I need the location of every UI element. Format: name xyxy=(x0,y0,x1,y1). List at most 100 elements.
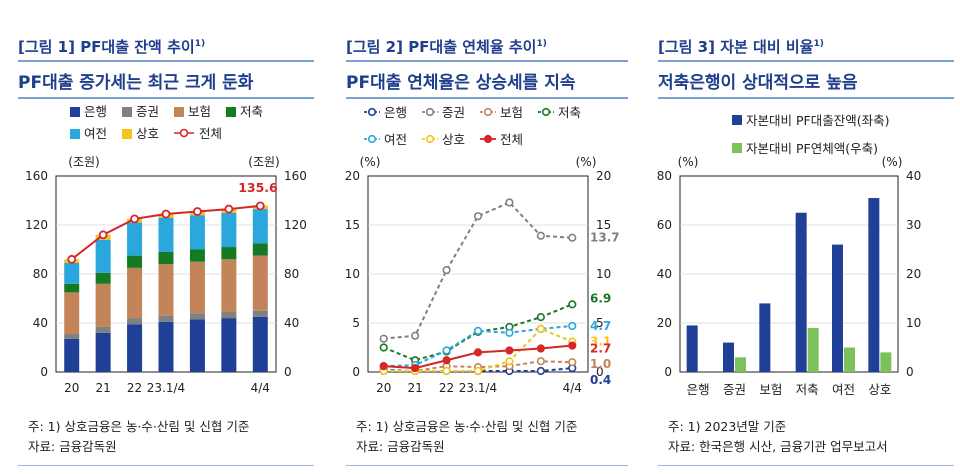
bar-여전 xyxy=(64,262,80,284)
y-tick-label-left: 20 xyxy=(345,169,360,183)
panel-pf-loan-balance: [그림 1] PF대출 잔액 추이1) PF대출 증가세는 최근 크게 둔화 은… xyxy=(0,0,320,474)
point-상호 xyxy=(473,366,483,376)
legend-marker-total xyxy=(179,128,189,138)
legend-marker-1 xyxy=(367,107,377,117)
bar-보험 xyxy=(189,261,205,314)
legend-marker-2 xyxy=(425,107,435,117)
legend-swatch-left-axis xyxy=(732,115,742,125)
legend-label: 은행 xyxy=(84,104,107,119)
figure-2-footnote-mark: 1) xyxy=(536,39,547,49)
bar-여전 xyxy=(158,217,174,252)
bar-capital-pf-delinquent xyxy=(807,327,819,372)
y-tick-label-right: 0 xyxy=(596,365,604,379)
y-tick-label-right: 40 xyxy=(284,316,299,330)
point-전체 xyxy=(411,363,420,373)
legend-label: 저축 xyxy=(558,105,581,120)
point-여전 xyxy=(442,346,451,355)
bar-은행 xyxy=(95,332,111,372)
x-tick-label: 여전 xyxy=(832,382,855,397)
legend-label: 자본대비 PF연체액(우축) xyxy=(746,141,878,156)
x-tick-label: 20 xyxy=(64,381,79,395)
figure-2-label: [그림 2] PF대출 연체율 추이 xyxy=(346,38,537,56)
x-tick-label: 4/4 xyxy=(251,381,270,395)
bar-증권 xyxy=(127,318,143,325)
bar-저축 xyxy=(64,283,80,293)
bar-capital-pf-loan xyxy=(759,303,771,372)
bar-저축 xyxy=(252,243,268,256)
end-label-증권: 13.7 xyxy=(590,231,620,245)
data-label-total-latest: 135.6 xyxy=(238,180,278,195)
divider xyxy=(18,465,314,466)
y-tick-label-left: 15 xyxy=(345,218,360,232)
bar-capital-pf-delinquent xyxy=(735,357,746,372)
bar-증권 xyxy=(95,326,111,333)
y-tick-label-right: 5 xyxy=(596,316,604,330)
chart-source: 자료: 한국은행 시산, 금융기관 업무보고서 xyxy=(668,439,888,454)
point-전체 xyxy=(505,346,514,355)
y-axis-unit-right: (%) xyxy=(882,155,903,169)
bar-저축 xyxy=(127,255,143,268)
bar-은행 xyxy=(221,318,237,372)
y-tick-label-left: 60 xyxy=(657,218,672,232)
x-tick-label: 20 xyxy=(376,381,391,395)
figure-1-label: [그림 1] PF대출 잔액 추이 xyxy=(18,38,195,56)
bar-보험 xyxy=(95,283,111,327)
y-tick-label-left: 0 xyxy=(40,365,48,379)
divider xyxy=(346,60,628,62)
legend-swatch-1 xyxy=(70,107,80,117)
y-axis-unit-left: (조원) xyxy=(68,155,99,169)
figure-3-subtitle: 저축은행이 상대적으로 높음 xyxy=(658,73,858,93)
bar-보험 xyxy=(252,255,268,311)
legend-marker-5 xyxy=(367,134,377,144)
point-전체 xyxy=(442,356,451,365)
x-tick-label: 23.1/4 xyxy=(147,381,185,395)
y-tick-label-left: 40 xyxy=(657,267,672,281)
point-저축 xyxy=(379,343,388,352)
y-tick-label-right: 20 xyxy=(596,169,611,183)
y-tick-label-right: 120 xyxy=(284,218,307,232)
legend-label: 여전 xyxy=(84,126,107,141)
end-label-상호: 3.1 xyxy=(590,335,611,349)
x-tick-label: 23.1/4 xyxy=(459,381,497,395)
bar-증권 xyxy=(64,334,80,339)
bar-저축 xyxy=(189,249,205,262)
bar-여전 xyxy=(252,209,268,244)
x-tick-label: 4/4 xyxy=(563,381,582,395)
bar-보험 xyxy=(158,264,174,316)
legend-label: 보험 xyxy=(188,104,211,119)
legend-marker-3 xyxy=(483,107,493,117)
bar-capital-pf-loan xyxy=(795,212,807,372)
y-axis-unit-left: (%) xyxy=(678,155,699,169)
bar-은행 xyxy=(127,324,143,372)
divider xyxy=(18,97,314,99)
point-증권 xyxy=(442,265,451,275)
bar-보험 xyxy=(221,259,237,312)
y-tick-label-left: 0 xyxy=(664,365,672,379)
point-증권 xyxy=(536,231,545,240)
divider xyxy=(658,97,954,99)
point-보험 xyxy=(568,358,577,367)
point-증권 xyxy=(411,331,420,340)
bar-capital-pf-loan xyxy=(832,244,843,372)
legend-label: 보험 xyxy=(500,105,523,120)
chart-note: 주: 1) 상호금융은 농·수·산림 및 신협 기준 xyxy=(28,419,250,434)
end-label-저축: 6.9 xyxy=(590,291,611,305)
point-total xyxy=(130,214,139,224)
bar-증권 xyxy=(221,311,237,319)
point-증권 xyxy=(379,334,388,343)
y-axis-unit-right: (조원) xyxy=(248,155,279,169)
y-axis-unit-left: (%) xyxy=(360,155,381,169)
y-tick-label-right: 40 xyxy=(906,169,921,183)
y-tick-label-left: 40 xyxy=(33,316,48,330)
bar-capital-pf-loan xyxy=(686,325,698,372)
y-tick-label-right: 160 xyxy=(284,169,307,183)
point-여전 xyxy=(505,328,514,337)
legend-label: 자본대비 PF대출잔액(좌축) xyxy=(746,113,889,128)
bar-capital-pf-loan xyxy=(868,198,880,372)
bar-보험 xyxy=(127,267,143,319)
point-보험 xyxy=(536,357,545,366)
legend-swatch-right-axis xyxy=(732,143,742,153)
point-여전 xyxy=(473,326,483,335)
figure-3-label: [그림 3] 자본 대비 비율 xyxy=(658,38,814,56)
